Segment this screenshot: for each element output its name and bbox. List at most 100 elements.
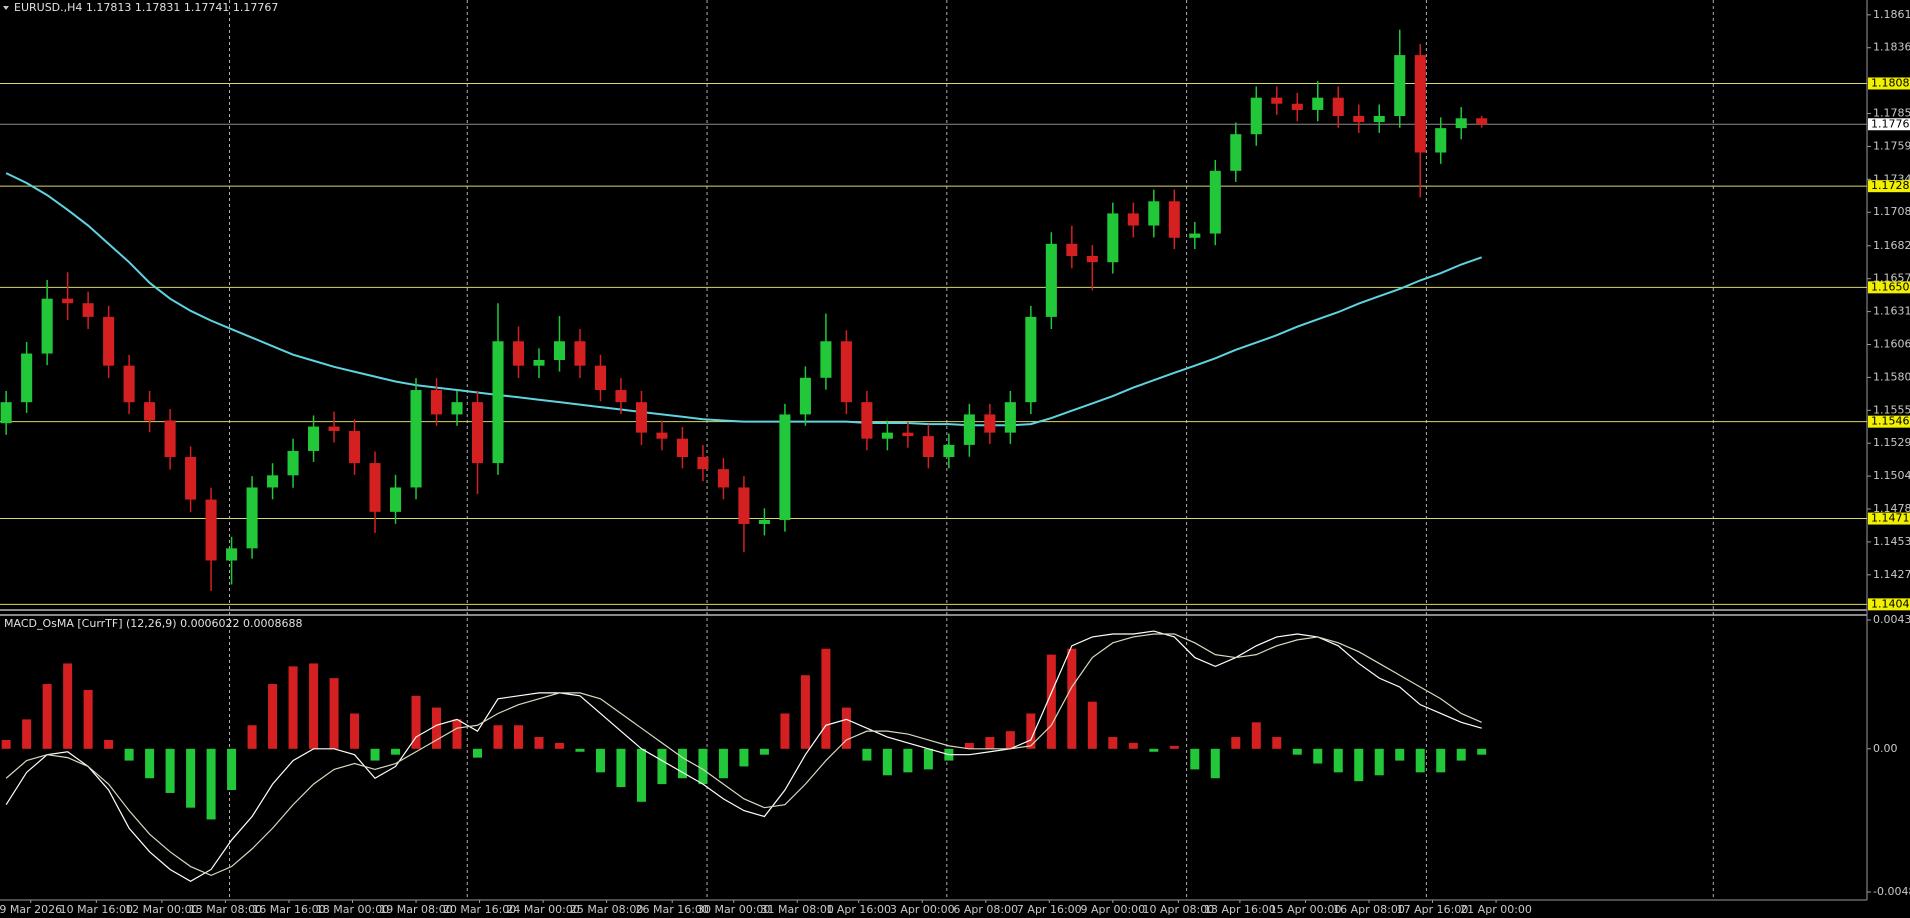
y-tick-label: 1.14785: [1873, 502, 1910, 515]
candle-body: [1332, 97, 1344, 116]
histogram-bar: [22, 719, 32, 749]
histogram-bar: [739, 748, 749, 767]
macd-line: [5, 633, 1482, 877]
histogram-bar: [1456, 748, 1466, 761]
level-label-box: [1868, 281, 1910, 294]
candle-body: [840, 341, 852, 403]
candle-body: [820, 341, 832, 378]
x-tick-label: 6 Apr 08:00: [953, 903, 1018, 916]
candle-body: [82, 303, 94, 317]
histogram-bar: [288, 666, 298, 749]
histogram-bar: [1087, 701, 1097, 749]
x-tick-label: 13 Mar 08:00: [189, 903, 262, 916]
histogram-bar: [432, 707, 442, 749]
level-label: 1.14046: [1871, 597, 1910, 610]
price-label: 1.17767: [1871, 117, 1910, 130]
y-tick-label: 1.16825: [1873, 239, 1910, 252]
histogram-bar: [1067, 648, 1077, 749]
y-tick-label: 1.15040: [1873, 469, 1910, 482]
menu-arrow[interactable]: [3, 6, 9, 10]
level-label: 1.18083: [1871, 76, 1910, 89]
candle-body: [164, 420, 176, 458]
candle-body: [922, 436, 934, 458]
histogram-bar: [923, 748, 933, 770]
x-tick-label: 16 Apr 08:00: [1333, 903, 1405, 916]
histogram-bar: [534, 737, 544, 749]
candle-body: [697, 457, 709, 470]
histogram-bar: [165, 748, 175, 793]
candle-body: [1312, 97, 1324, 110]
candle-body: [41, 298, 53, 354]
x-tick-label: 12 Mar 00:00: [125, 903, 198, 916]
histogram-bar: [1354, 748, 1364, 782]
histogram-bar: [575, 748, 585, 752]
candle-body: [1168, 201, 1180, 238]
candle-body: [246, 487, 258, 549]
histogram-bar: [780, 713, 790, 749]
x-tick-label: 10 Mar 16:00: [60, 903, 133, 916]
candle-body: [1291, 103, 1303, 110]
indicator-title: MACD_OsMA [CurrTF] (12,26,9) 0.0006022 0…: [4, 617, 303, 630]
x-tick-label: 18 Mar 00:00: [316, 903, 389, 916]
histogram-bar: [1210, 748, 1220, 779]
candle-body: [205, 499, 217, 561]
candle-body: [1004, 402, 1016, 433]
histogram-bar: [63, 663, 73, 749]
histogram-bar: [903, 748, 913, 773]
candle-body: [1230, 134, 1242, 171]
x-tick-label: 13 Apr 16:00: [1204, 903, 1276, 916]
histogram-bar: [42, 684, 52, 749]
histogram-bar: [1415, 748, 1425, 773]
candle-body: [471, 402, 484, 464]
y-tick-label: 1.14530: [1873, 535, 1910, 548]
y-tick-label: 1.15295: [1873, 436, 1910, 449]
x-tick-label: 7 Apr 16:00: [1017, 903, 1082, 916]
x-tick-label: 21 Apr 00:00: [1460, 903, 1532, 916]
candle-body: [902, 432, 914, 437]
histogram-bar: [800, 675, 810, 749]
histogram-bar: [595, 748, 605, 773]
panel-separator: [0, 614, 1867, 616]
histogram-bar: [493, 725, 503, 749]
histogram-bar: [227, 748, 237, 791]
candle-body: [492, 341, 504, 464]
histogram-bar: [104, 739, 114, 749]
candle-body: [861, 402, 873, 439]
histogram-bar: [1272, 737, 1282, 749]
candle-body: [369, 463, 381, 512]
candle-body: [1250, 97, 1262, 135]
candle-body: [1373, 115, 1385, 123]
y-tick-label: -0.004865: [1873, 885, 1910, 898]
histogram-bar: [1333, 748, 1343, 773]
x-tick-label: 9 Mar 2026: [0, 903, 62, 916]
histogram-bar: [1046, 654, 1056, 749]
histogram-bar: [145, 748, 155, 779]
candle-body: [1435, 128, 1447, 153]
candle-body: [656, 432, 668, 439]
y-tick-label: 1.15805: [1873, 370, 1910, 383]
candle-body: [267, 475, 279, 488]
candle-body: [1148, 201, 1160, 226]
x-tick-label: 17 Apr 16:00: [1397, 903, 1469, 916]
histogram-bar: [391, 748, 401, 755]
y-tick-label: 1.14275: [1873, 568, 1910, 581]
histogram-bar: [964, 742, 974, 749]
x-tick-label: 10 Apr 08:00: [1143, 903, 1215, 916]
histogram-bar: [985, 737, 995, 749]
candle-body: [553, 341, 566, 360]
y-tick-label: 1.17850: [1873, 107, 1910, 120]
candle-body: [430, 390, 443, 415]
level-label-box: [1868, 598, 1910, 611]
candle-body: [1086, 255, 1098, 263]
candle-body: [1107, 213, 1119, 263]
histogram-bar: [677, 748, 687, 779]
histogram-bar: [124, 748, 134, 761]
candle-body: [881, 432, 893, 439]
candle-body: [1476, 118, 1488, 125]
histogram-bar: [186, 748, 196, 808]
histogram-bar: [882, 748, 892, 776]
x-tick-label: 19 Mar 08:00: [379, 903, 452, 916]
candle-body: [144, 402, 156, 421]
histogram-bar: [1005, 731, 1015, 749]
